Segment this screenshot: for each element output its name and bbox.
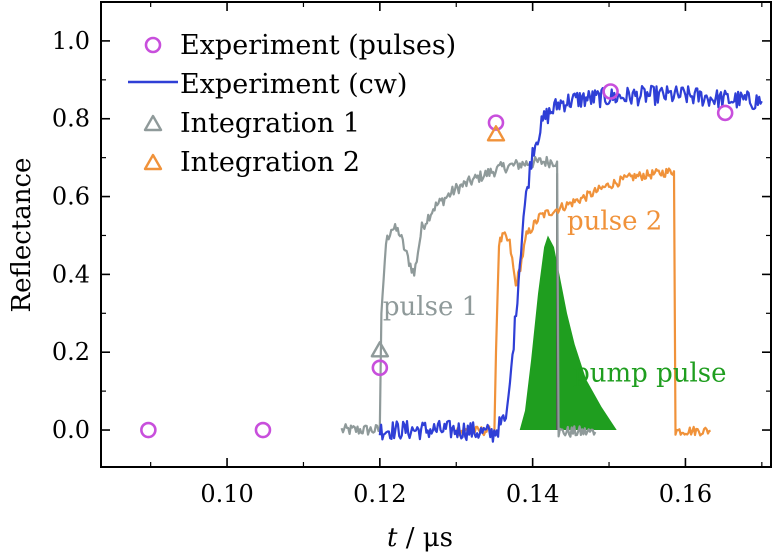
x-axis-label-unit: / μs bbox=[397, 523, 453, 553]
trace-layer bbox=[340, 84, 763, 443]
annotation-pulse-2: pulse 2 bbox=[567, 207, 662, 237]
experiment-pulse-point bbox=[602, 83, 619, 100]
y-tick-label: 0.2 bbox=[52, 338, 90, 366]
y-axis-label: Reflectance bbox=[7, 158, 37, 313]
legend-marker-triangle bbox=[143, 114, 163, 132]
pump-pulse-area bbox=[519, 235, 617, 430]
legend-marker-circle bbox=[144, 36, 162, 54]
x-tick-label: 0.14 bbox=[506, 480, 559, 508]
pulse-2-trace bbox=[455, 167, 711, 437]
legend-marker-triangle bbox=[143, 153, 163, 171]
x-axis-label-variable: t bbox=[387, 523, 398, 553]
y-tick-label: 0.8 bbox=[52, 105, 90, 133]
annotation-pump-pulse: pump pulse bbox=[573, 358, 726, 388]
annotation-pulse-1: pulse 1 bbox=[383, 292, 478, 322]
tick-layer: 0.10 0.12 0.14 0.16 0.0 0.2 0.4 0.6 0.8 1.0 bbox=[52, 2, 771, 508]
legend-label: Integration 2 bbox=[180, 147, 360, 178]
experiment-cw-trace bbox=[378, 84, 763, 443]
experiment-pulse-point bbox=[254, 421, 272, 439]
y-tick-label: 0.6 bbox=[52, 183, 90, 211]
experiment-pulse-point bbox=[371, 359, 389, 377]
legend: Experiment (pulses) Experiment (cw) Integr… bbox=[128, 30, 456, 178]
x-tick-label: 0.10 bbox=[200, 480, 253, 508]
plot-frame bbox=[100, 1, 772, 468]
experiment-pulse-point bbox=[140, 421, 157, 439]
experiment-pulse-point bbox=[487, 114, 505, 131]
marker-layer bbox=[140, 83, 734, 439]
integration-1-point bbox=[370, 341, 390, 358]
annotation-layer: pulse 1 pulse 2 pump pulse bbox=[383, 207, 727, 389]
pulse-1-trace bbox=[340, 155, 597, 438]
integration-2-point bbox=[486, 125, 506, 142]
experiment-pulse-point bbox=[716, 104, 734, 122]
y-tick-label: 1.0 bbox=[52, 27, 90, 55]
x-axis-label: t / μs bbox=[387, 523, 453, 553]
x-tick-label: 0.12 bbox=[353, 480, 406, 508]
x-tick-label: 0.16 bbox=[659, 480, 712, 508]
legend-label: Experiment (cw) bbox=[180, 69, 407, 100]
legend-label: Experiment (pulses) bbox=[180, 30, 456, 61]
y-tick-label: 0.4 bbox=[52, 260, 90, 288]
legend-label: Integration 1 bbox=[180, 108, 360, 139]
y-tick-label: 0.0 bbox=[52, 416, 90, 444]
